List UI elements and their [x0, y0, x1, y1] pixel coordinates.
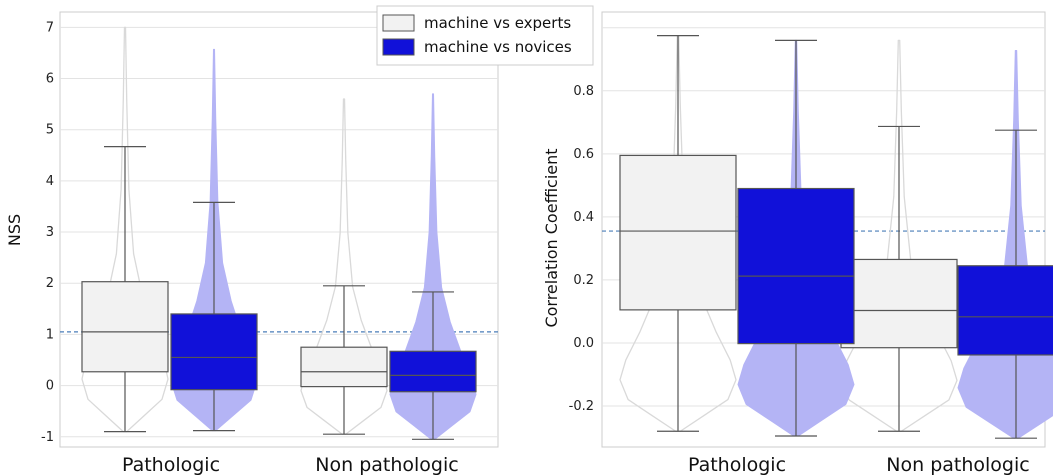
y-tick-label: -1	[41, 430, 54, 445]
y-tick-label: 0.6	[573, 147, 594, 162]
y-tick-label: 5	[46, 123, 54, 138]
nss-category-non-pathologic: Non pathologic	[315, 454, 458, 476]
experts-box	[300, 346, 388, 388]
nss-y-ticks: 7 6 5 4 3 2 1 0 -1	[41, 20, 54, 444]
y-tick-label: 6	[46, 72, 54, 87]
y-tick-label: 0.2	[573, 273, 594, 288]
nss-chart: 7 6 5 4 3 2 1 0 -1 NSS Pathologic Non pathologic	[5, 11, 499, 476]
experts-box	[81, 281, 169, 373]
novices-box	[389, 350, 477, 393]
y-tick-label: 0.4	[573, 210, 594, 225]
experts-box	[619, 154, 737, 311]
correlation-category-pathologic: Pathologic	[688, 454, 786, 476]
correlation-y-axis-label: Correlation Coefficient	[542, 148, 561, 327]
y-tick-label: -0.2	[569, 399, 594, 414]
correlation-marks	[619, 34, 1053, 439]
nss-marks	[81, 26, 477, 440]
y-tick-label: 1	[46, 327, 54, 342]
legend: machine vs experts machine vs novices	[376, 5, 594, 66]
novices-box	[737, 187, 855, 345]
correlation-category-non-pathologic: Non pathologic	[886, 454, 1029, 476]
legend-swatch-experts	[382, 14, 415, 32]
legend-label-experts: machine vs experts	[424, 14, 571, 32]
novices-box	[957, 265, 1053, 356]
y-tick-label: 0	[46, 379, 54, 394]
y-tick-label: 4	[46, 174, 54, 189]
correlation-chart: 1.00.80.60.40.20.0-0.2 Correlation Coeff…	[542, 11, 1053, 476]
experts-box	[840, 258, 958, 349]
y-tick-label: 0.8	[573, 84, 594, 99]
nss-y-axis-label: NSS	[5, 214, 24, 246]
correlation-y-ticks: 1.00.80.60.40.20.0-0.2	[569, 21, 594, 414]
legend-swatch-novices	[382, 38, 415, 56]
y-tick-label: 0.0	[573, 336, 594, 351]
y-tick-label: 3	[46, 225, 54, 240]
legend-label-novices: machine vs novices	[424, 38, 572, 56]
nss-category-pathologic: Pathologic	[122, 454, 220, 476]
novices-box	[170, 313, 258, 391]
y-tick-label: 2	[46, 276, 54, 291]
y-tick-label: 7	[46, 20, 54, 35]
